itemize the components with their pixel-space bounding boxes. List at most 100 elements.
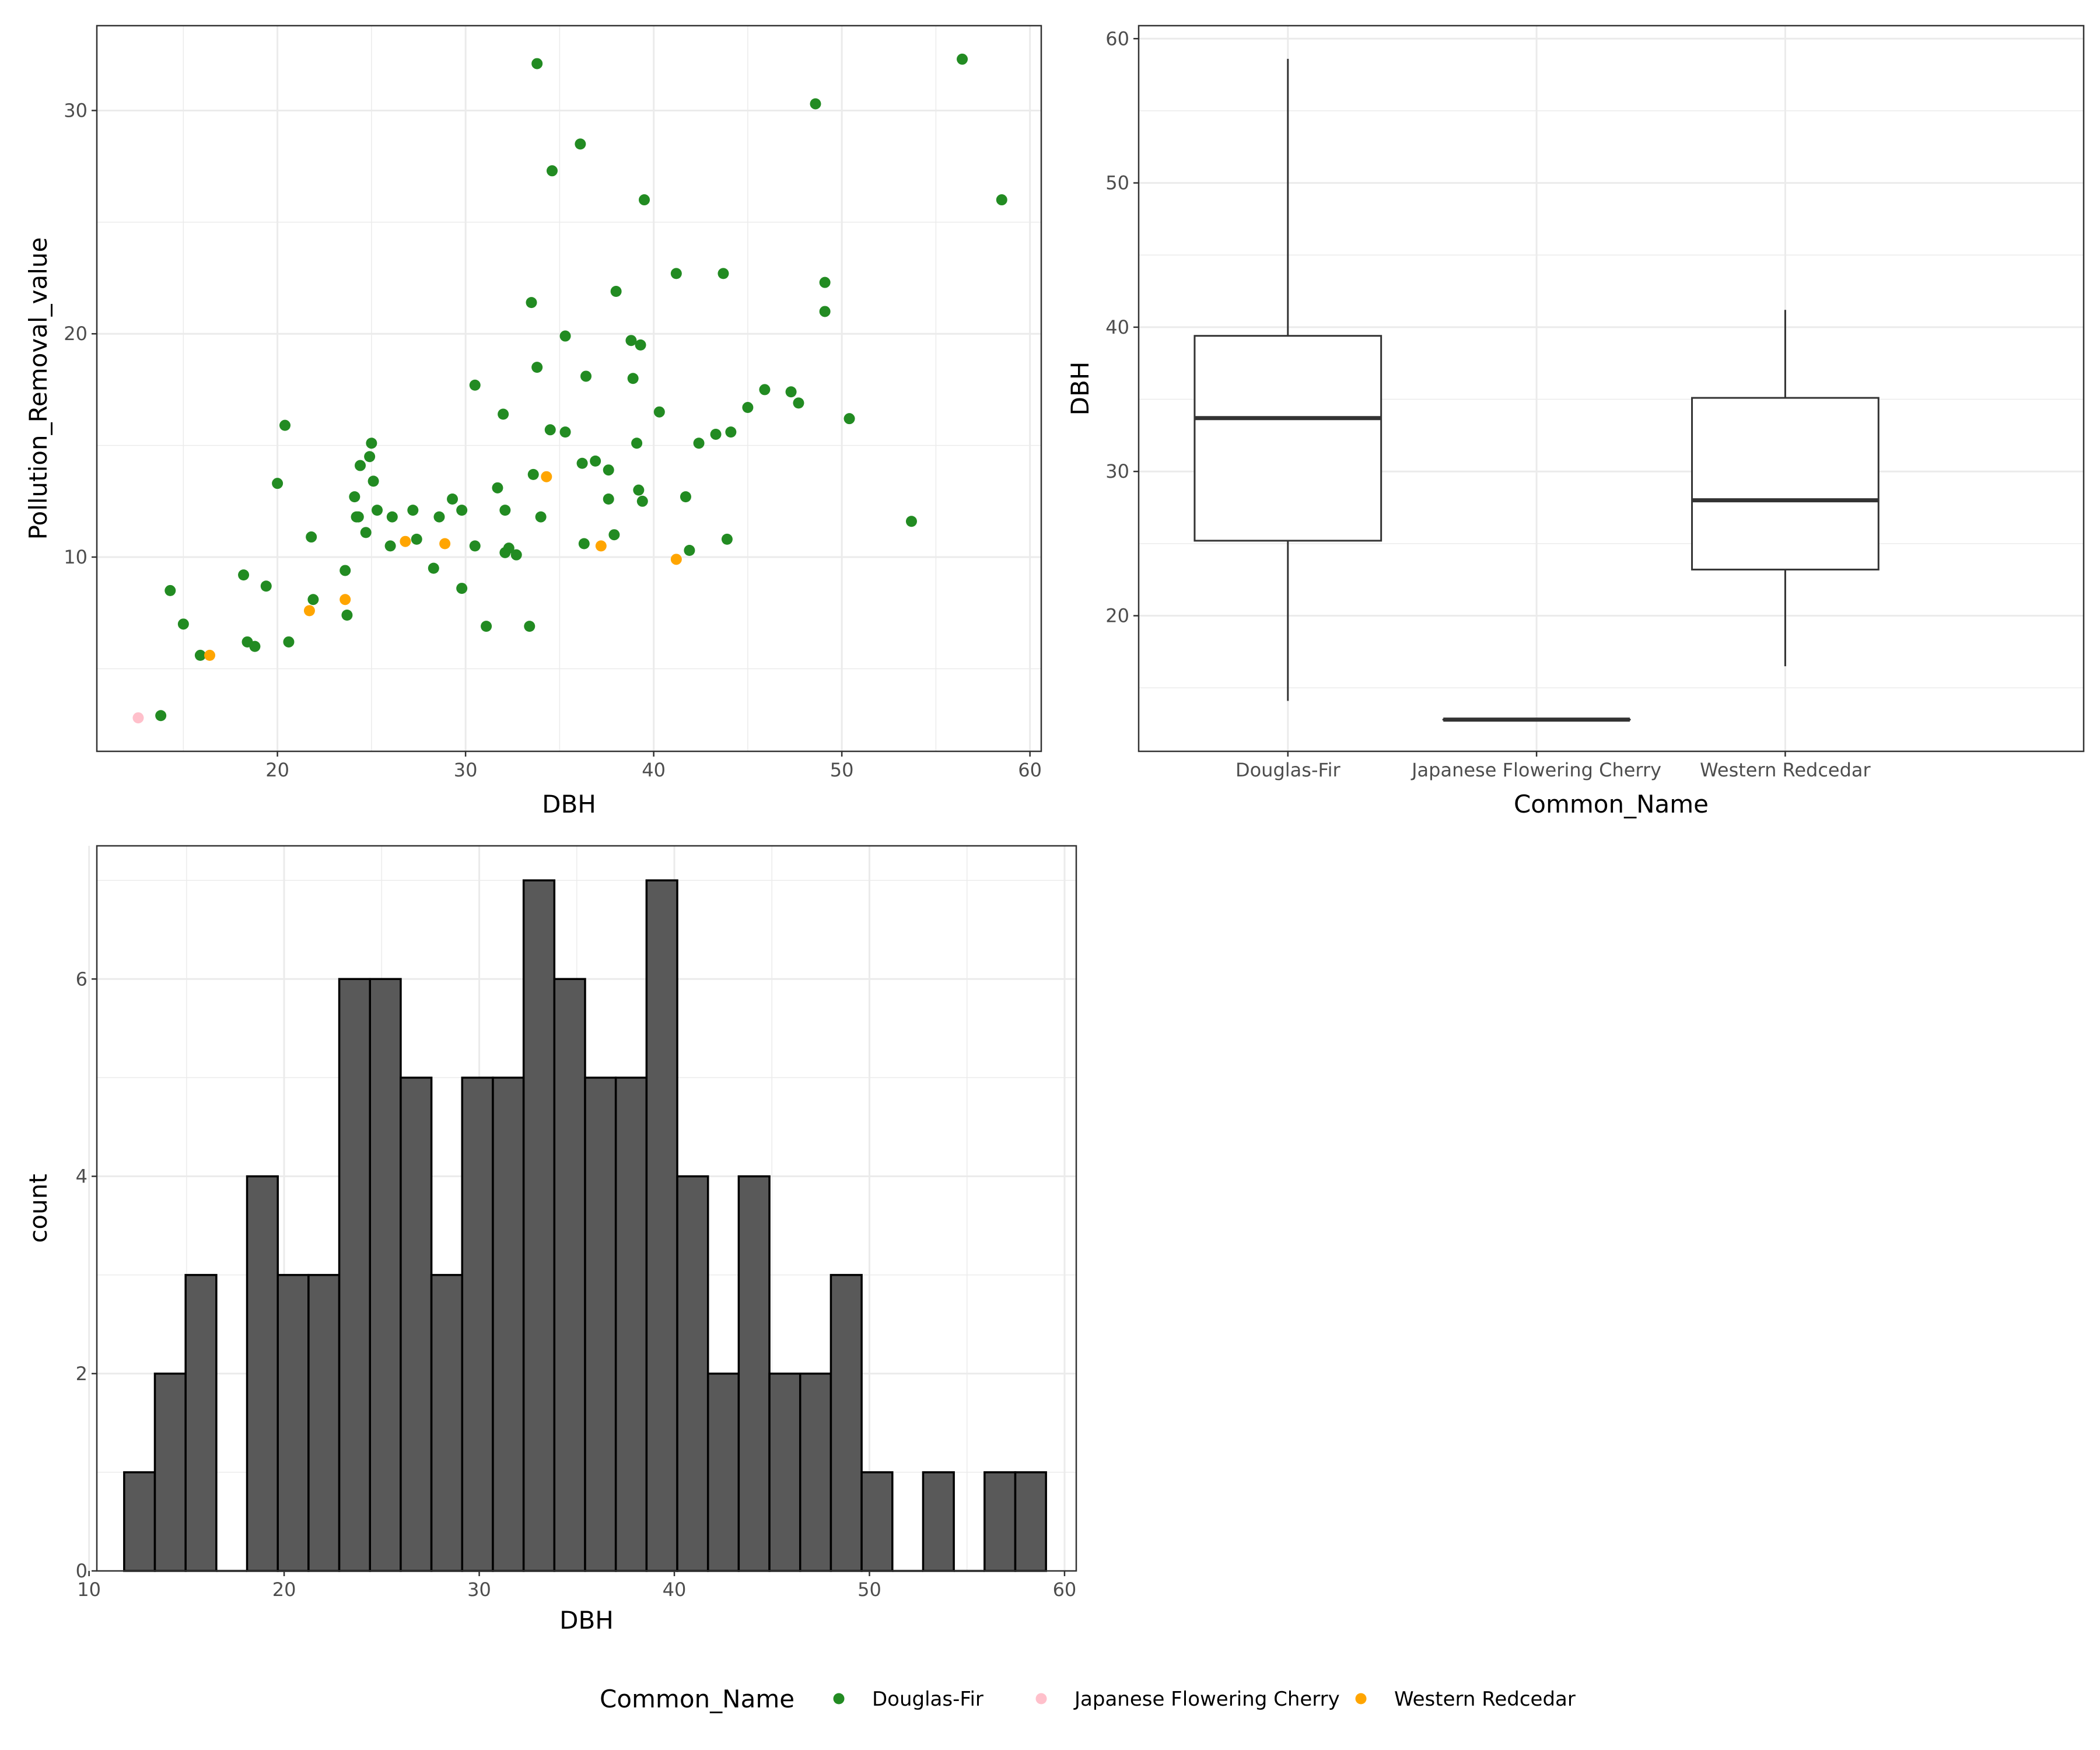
y-tick-label: 50 [1105, 172, 1129, 194]
x-tick-label: 10 [77, 1578, 101, 1601]
histogram-bar [461, 1076, 494, 1572]
scatter-panel-border [96, 24, 1042, 752]
data-point [447, 493, 459, 505]
boxplot-x-axis-title: Common_Name [1514, 790, 1709, 818]
data-point [360, 527, 372, 538]
data-point [718, 268, 729, 279]
x-tick-label: 40 [642, 759, 666, 781]
data-point [260, 580, 272, 592]
data-point [194, 649, 206, 661]
histogram-ticks: 10 20 30 40 50 60 0 2 4 6 [76, 968, 1077, 1601]
data-point [580, 370, 592, 382]
histogram-bar [1014, 1471, 1047, 1572]
histogram-bar [553, 978, 586, 1572]
histogram-panel-border [96, 845, 1077, 1572]
legend-key-douglas_fir [833, 1693, 845, 1704]
histogram-bar [922, 1471, 955, 1572]
histogram-bar [153, 1373, 187, 1572]
histogram-bar [276, 1273, 310, 1572]
data-point [372, 505, 383, 516]
histogram-bar [369, 978, 402, 1572]
data-point [684, 545, 695, 556]
scatter-grid [97, 26, 1041, 751]
x-tick-label: 30 [454, 759, 478, 781]
scatter-points [132, 53, 1007, 724]
y-tick-label: 0 [76, 1560, 88, 1582]
data-point [610, 285, 622, 297]
data-point [283, 636, 295, 648]
legend-item: Japanese Flowering Cherry [1035, 1688, 1340, 1711]
histogram-bar [492, 1076, 525, 1572]
legend-key-cherry [1035, 1693, 1047, 1704]
data-point [364, 451, 376, 463]
histogram-bar [522, 879, 556, 1572]
data-point [590, 455, 601, 467]
data-point [433, 511, 445, 523]
data-point [368, 475, 379, 487]
x-tick-label: 20 [272, 1578, 296, 1601]
data-point [633, 484, 645, 496]
data-point [400, 536, 411, 547]
histogram-bar [184, 1273, 218, 1572]
x-tick-label: 60 [1053, 1578, 1077, 1601]
legend-label: Western Redcedar [1394, 1688, 1576, 1711]
data-point [340, 565, 351, 576]
data-point [498, 408, 509, 420]
y-tick-label: 30 [64, 99, 88, 121]
data-point [693, 438, 705, 449]
x-tick-label: 50 [858, 1578, 881, 1601]
data-point [819, 276, 831, 288]
legend-title: Common_Name [600, 1685, 794, 1713]
data-point [177, 618, 189, 630]
legend-item: Douglas-Fir [833, 1688, 984, 1711]
data-point [499, 505, 511, 516]
data-point [742, 402, 754, 414]
data-point [635, 339, 646, 351]
data-point [627, 373, 639, 384]
x-tick-label: 30 [467, 1578, 491, 1601]
y-tick-label: 2 [76, 1363, 88, 1385]
histogram-bar [645, 879, 678, 1572]
histogram-bar [338, 978, 371, 1572]
data-point [576, 457, 588, 469]
histogram-y-axis-title: count [24, 1174, 52, 1243]
x-tick-label: Japanese Flowering Cherry [1410, 759, 1661, 781]
histogram-bar [860, 1471, 894, 1572]
data-point [341, 610, 353, 621]
data-point [957, 53, 968, 65]
scatter-panel: 20 30 40 50 60 10 20 30 DBH Pollution_Removal_v… [24, 24, 1042, 818]
data-point [544, 424, 556, 436]
data-point [531, 58, 543, 69]
data-point [155, 710, 167, 722]
data-point [407, 505, 419, 516]
histogram-x-axis-title: DBH [559, 1606, 614, 1634]
data-point [535, 511, 547, 523]
data-point [810, 98, 821, 110]
data-point [559, 426, 571, 438]
data-point [905, 516, 917, 527]
boxplot-boxes [1194, 58, 1880, 722]
data-point [670, 268, 682, 279]
data-point [608, 529, 620, 541]
data-point [469, 540, 481, 552]
data-point [132, 712, 144, 724]
data-point [492, 482, 503, 494]
x-tick-label: 20 [265, 759, 289, 781]
legend-items: Douglas-Fir Japanese Flowering Cherry West… [833, 1688, 1576, 1711]
data-point [710, 428, 722, 440]
histogram-bar [830, 1273, 863, 1572]
box-western-redcedar [1691, 310, 1880, 667]
boxplot-panel-border [1138, 24, 2085, 752]
data-point [546, 165, 558, 177]
data-point [349, 491, 360, 503]
data-point [653, 406, 665, 418]
y-tick-label: 40 [1105, 316, 1129, 338]
y-tick-label: 4 [76, 1166, 88, 1188]
data-point [844, 413, 855, 425]
legend: Common_Name Douglas-Fir Japanese Flowerin… [600, 1685, 1576, 1713]
boxplot-y-axis-title: DBH [1066, 362, 1094, 416]
data-point [559, 330, 571, 342]
histogram-panel: 10 20 30 40 50 60 0 2 4 6 DBH count [24, 845, 1077, 1634]
histogram-bar [706, 1373, 740, 1572]
scatter-x-axis-title: DBH [542, 790, 596, 818]
